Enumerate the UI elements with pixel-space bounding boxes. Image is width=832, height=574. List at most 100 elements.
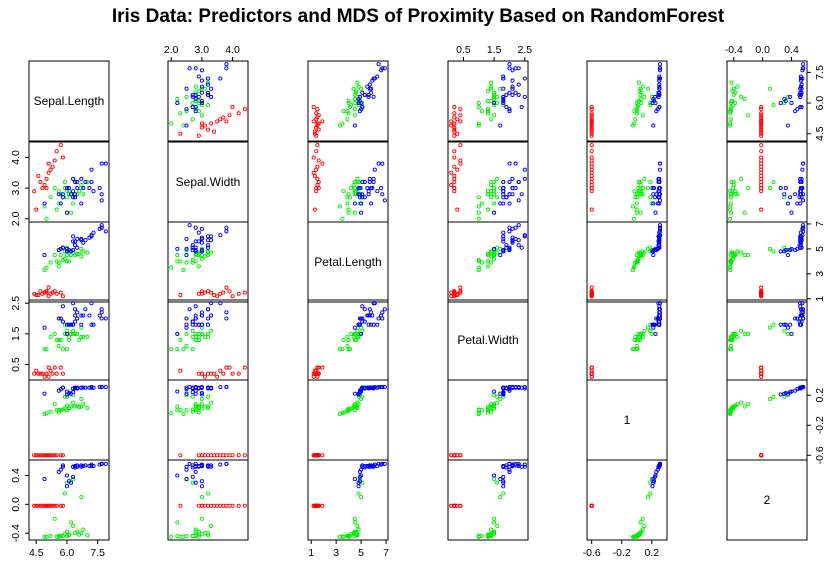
data-point [657, 198, 663, 203]
data-point [501, 249, 506, 254]
data-point [771, 103, 776, 108]
data-point [492, 477, 497, 482]
data-point [178, 503, 183, 508]
data-point [782, 192, 787, 197]
data-point [476, 216, 481, 221]
data-point [184, 477, 189, 482]
data-point [58, 316, 63, 321]
data-point [733, 331, 738, 336]
data-point [638, 183, 643, 188]
data-point [355, 523, 360, 529]
data-point [367, 82, 372, 87]
data-point [771, 179, 776, 185]
data-point [648, 179, 653, 185]
data-point [205, 234, 211, 239]
data-point [40, 453, 45, 458]
data-point [54, 503, 59, 508]
data-point [193, 259, 198, 264]
panel-r0-c1 [167, 60, 249, 142]
data-point [52, 402, 57, 407]
panel-r2-c2 [307, 221, 389, 303]
data-point [81, 385, 86, 390]
panel-r3-c1 [167, 299, 249, 381]
data-point [48, 409, 53, 414]
data-point [42, 391, 47, 396]
data-point [510, 186, 515, 191]
data-point [87, 186, 92, 191]
data-point [221, 115, 226, 120]
data-point [193, 304, 198, 309]
data-point [175, 389, 180, 394]
data-point [60, 319, 65, 324]
data-point [458, 119, 463, 124]
data-point [589, 131, 594, 136]
data-point [58, 290, 63, 295]
data-point [759, 371, 764, 376]
data-point [199, 516, 204, 521]
data-point [337, 411, 342, 417]
data-point [46, 374, 51, 379]
data-point [221, 290, 226, 295]
data-point [184, 253, 189, 258]
data-point [492, 179, 497, 185]
data-point [369, 385, 374, 390]
data-point [357, 316, 362, 321]
data-point [196, 94, 201, 99]
panel-r3-c5 [726, 299, 808, 381]
data-point [516, 463, 521, 468]
data-point [85, 405, 90, 411]
data-point [75, 192, 80, 197]
data-point [347, 347, 352, 352]
data-point [639, 529, 644, 534]
data-point [657, 239, 662, 244]
data-point [224, 461, 229, 466]
data-point [637, 88, 642, 93]
data-point [785, 393, 790, 398]
data-point [639, 100, 644, 106]
data-point [311, 170, 316, 175]
data-point [492, 103, 497, 108]
data-point [728, 210, 733, 215]
data-point [73, 239, 78, 244]
data-point [103, 229, 108, 234]
data-point [341, 337, 346, 343]
data-point [632, 264, 637, 269]
data-point [793, 192, 798, 197]
data-point [224, 384, 229, 390]
data-point [314, 503, 319, 508]
data-point [62, 179, 67, 185]
data-point [501, 201, 506, 206]
data-point [205, 90, 211, 95]
data-point [44, 265, 49, 270]
data-point [476, 268, 481, 273]
data-point [479, 534, 484, 539]
data-point [489, 527, 494, 532]
data-point [48, 195, 53, 200]
data-point [181, 347, 186, 352]
data-point [778, 322, 783, 327]
data-point [193, 334, 198, 339]
y-tick-label: 6.0 [814, 96, 826, 111]
panel-r2-c5 [726, 221, 808, 303]
data-point [99, 461, 104, 466]
x-tick-label: 2.5 [517, 44, 532, 56]
data-point [99, 161, 104, 166]
data-point [66, 533, 72, 538]
data-point [356, 179, 361, 185]
data-point [589, 133, 594, 138]
data-point [196, 291, 201, 296]
data-point [656, 94, 661, 99]
data-point [52, 516, 57, 521]
data-point [359, 210, 364, 215]
data-point [357, 322, 362, 327]
data-point [202, 374, 207, 379]
data-point [498, 253, 503, 258]
data-point [349, 186, 354, 191]
data-point [205, 491, 211, 496]
data-point [729, 98, 734, 104]
data-point [798, 245, 803, 250]
data-point [66, 192, 72, 197]
data-point [735, 334, 740, 339]
data-point [759, 123, 764, 128]
data-point [337, 347, 342, 352]
